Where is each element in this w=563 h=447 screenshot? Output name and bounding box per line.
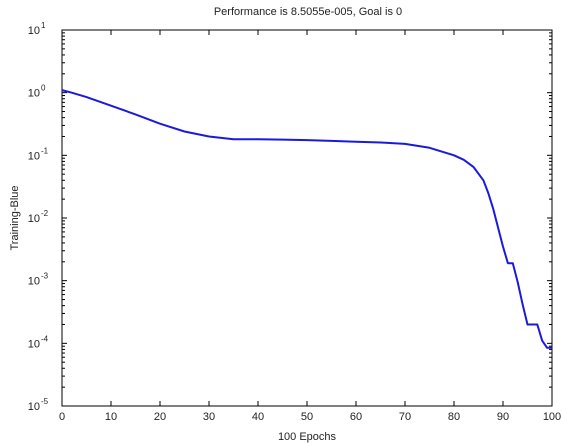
- y-tick-exponent: -4: [41, 334, 49, 343]
- x-tick-label: 30: [203, 411, 215, 423]
- axis-ticks: [61, 29, 553, 407]
- y-tick-label: 10: [28, 150, 40, 162]
- x-tick-label: 20: [154, 411, 166, 423]
- x-tick-label: 80: [448, 411, 460, 423]
- y-tick-exponent: -2: [41, 209, 49, 218]
- y-tick-exponent: -1: [41, 146, 49, 155]
- y-tick-label: 10: [28, 25, 40, 37]
- x-tick-label: 60: [350, 411, 362, 423]
- y-tick-label: 10: [28, 338, 40, 350]
- y-tick-label: 10: [28, 276, 40, 288]
- chart-title: Performance is 8.5055e-005, Goal is 0: [214, 6, 402, 18]
- x-tick-label: 90: [497, 411, 509, 423]
- x-tick-label: 0: [59, 411, 65, 423]
- y-tick-label: 10: [28, 213, 40, 225]
- y-tick-label: 10: [28, 401, 40, 413]
- plot-area: [61, 29, 553, 407]
- x-tick-label: 100: [543, 411, 561, 423]
- x-tick-label: 50: [301, 411, 313, 423]
- x-tick-label: 40: [252, 411, 264, 423]
- x-tick-labels: 0 10 20 30 40 50 60 70 80 90 100: [59, 411, 561, 423]
- x-axis-label: 100 Epochs: [278, 431, 337, 443]
- x-tick-label: 70: [399, 411, 411, 423]
- y-tick-exponent: 0: [41, 84, 46, 93]
- y-tick-exponent: -3: [41, 272, 49, 281]
- y-tick-label: 10: [28, 88, 40, 100]
- y-tick-exponent: -5: [41, 397, 49, 406]
- training-series-line: [61, 89, 552, 349]
- y-tick-exponent: 1: [41, 21, 46, 30]
- y-axis-label: Training-Blue: [9, 185, 21, 250]
- x-tick-label: 10: [105, 411, 117, 423]
